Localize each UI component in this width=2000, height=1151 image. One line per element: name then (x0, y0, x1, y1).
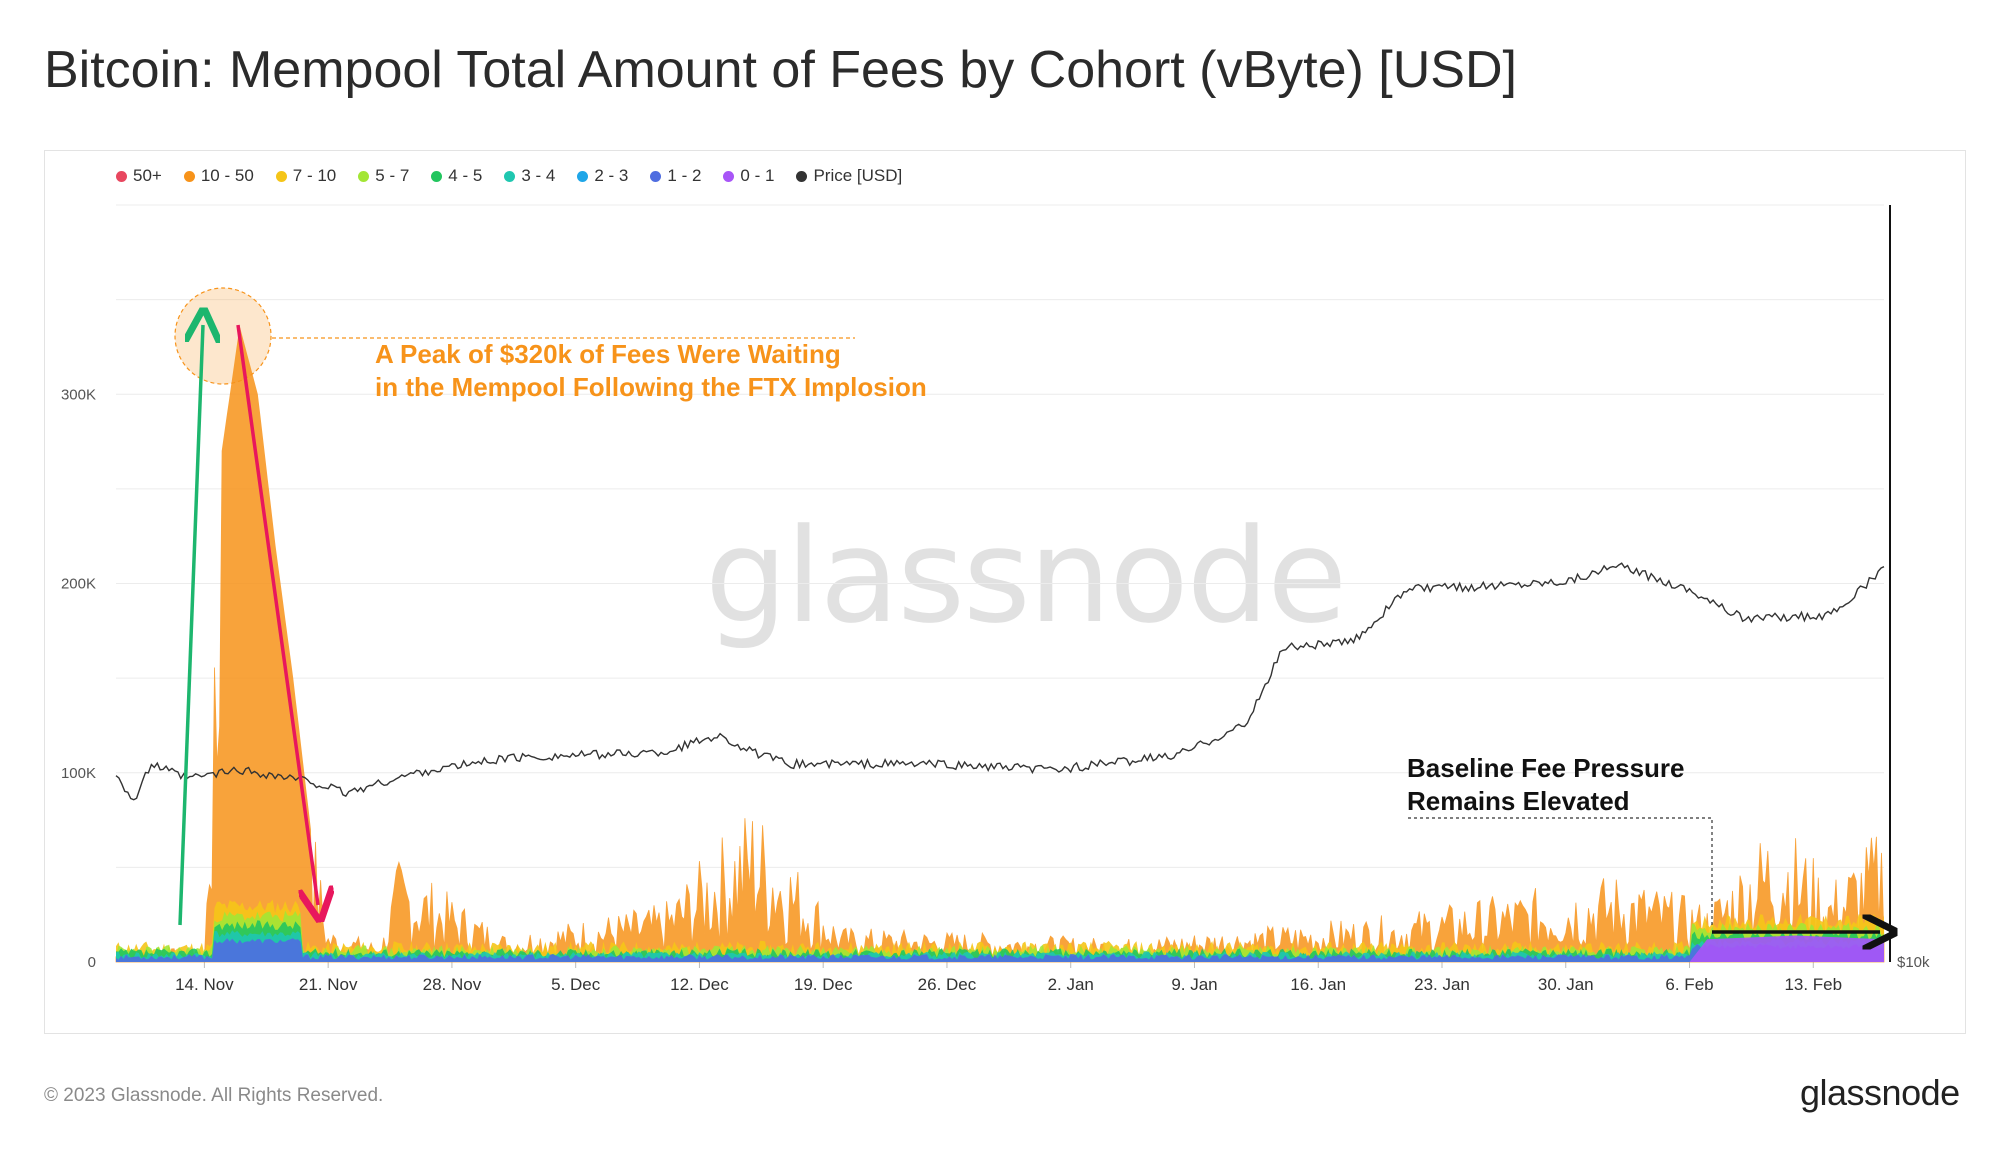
legend-item-7-10[interactable]: 7 - 10 (275, 166, 337, 186)
legend-label: 5 - 7 (375, 166, 410, 185)
legend-item-0-1[interactable]: 0 - 1 (723, 166, 774, 186)
legend-label: 7 - 10 (292, 166, 337, 185)
legend-dot (358, 170, 370, 182)
x-axis-ticks: 14. Nov 21. Nov 28. Nov 5. Dec 12. Dec 19. De… (175, 962, 1842, 994)
legend-item-1-2[interactable]: 1 - 2 (650, 166, 701, 186)
legend-item-50-plus[interactable]: 50+ (116, 166, 162, 186)
area-series-7-10 (116, 899, 1884, 962)
legend-dot (431, 170, 443, 182)
x-tick-label: 16. Jan (1290, 975, 1346, 994)
fall-arrow (236, 324, 318, 905)
x-tick-label: 5. Dec (551, 975, 601, 994)
y-tick-label: 0 (88, 954, 96, 971)
x-tick-label: 23. Jan (1414, 975, 1470, 994)
x-tick-label: 9. Jan (1171, 975, 1217, 994)
y-tick-label: 200K (61, 576, 96, 593)
annotations (174, 205, 1890, 962)
area-series-3-4 (116, 930, 1884, 962)
peak-circle (174, 287, 272, 385)
peak-annotation-line1: A Peak of $320k of Fees Were Waiting (375, 339, 841, 369)
legend-item-4-5[interactable]: 4 - 5 (431, 166, 482, 186)
y-tick-label: 100K (61, 765, 96, 782)
legend-label: 10 - 50 (200, 166, 254, 185)
legend-label: 1 - 2 (667, 166, 702, 185)
y2-tick-label: $10k (1897, 954, 1930, 971)
chart-legend: 50+ 10 - 50 7 - 10 5 - 7 4 - 5 3 - 4 2 -… (116, 166, 902, 186)
legend-dot (275, 170, 287, 182)
x-tick-label: 2. Jan (1048, 975, 1094, 994)
chart-frame (44, 150, 1966, 1034)
y-tick-label: 300K (61, 386, 96, 403)
legend-item-2-3[interactable]: 2 - 3 (577, 166, 628, 186)
baseline-annotation: Baseline Fee Pressure Remains Elevated (1407, 752, 1685, 818)
peak-annotation-line2: in the Mempool Following the FTX Implosi… (375, 372, 927, 402)
legend-label: 3 - 4 (521, 166, 556, 185)
legend-dot (577, 170, 589, 182)
baseline-annotation-line1: Baseline Fee Pressure (1407, 753, 1685, 783)
legend-label: Price [USD] (813, 166, 903, 185)
legend-label: 50+ (133, 166, 162, 185)
legend-label: 0 - 1 (740, 166, 775, 185)
x-tick-label: 21. Nov (299, 975, 358, 994)
legend-label: 4 - 5 (448, 166, 483, 185)
baseline-annotation-line2: Remains Elevated (1407, 786, 1630, 816)
grid (116, 204, 1884, 963)
watermark: glassnode (705, 500, 1347, 652)
x-tick-label: 13. Feb (1784, 975, 1842, 994)
brand-logo: glassnode (1800, 1072, 1960, 1113)
price-line (115, 562, 1885, 801)
y-axis-ticks: 0 100K 200K 300K $10k (61, 386, 1930, 971)
x-tick-label: 26. Dec (918, 975, 977, 994)
rise-arrow (178, 325, 203, 926)
x-tick-label: 28. Nov (423, 975, 482, 994)
legend-dot (796, 170, 808, 182)
legend-dot (504, 170, 516, 182)
page-title: Bitcoin: Mempool Total Amount of Fees by… (44, 41, 1517, 99)
legend-item-price[interactable]: Price [USD] (796, 166, 902, 186)
legend-dot (650, 170, 662, 182)
copyright: © 2023 Glassnode. All Rights Reserved. (44, 1085, 384, 1106)
x-tick-label: 14. Nov (175, 975, 234, 994)
x-tick-label: 19. Dec (794, 975, 853, 994)
legend-dot (723, 170, 735, 182)
x-tick-label: 30. Jan (1538, 975, 1594, 994)
x-tick-label: 6. Feb (1665, 975, 1713, 994)
x-tick-label: 12. Dec (670, 975, 729, 994)
legend-item-10-50[interactable]: 10 - 50 (183, 166, 254, 186)
legend-dot (183, 170, 195, 182)
legend-item-3-4[interactable]: 3 - 4 (504, 166, 555, 186)
legend-item-5-7[interactable]: 5 - 7 (358, 166, 409, 186)
fee-areas (116, 899, 1884, 962)
legend-label: 2 - 3 (594, 166, 629, 185)
legend-dot (116, 170, 127, 182)
peak-annotation: A Peak of $320k of Fees Were Waiting in … (375, 338, 927, 404)
area-series-0-1 (1689, 935, 1884, 962)
price-line-group (115, 562, 1885, 801)
